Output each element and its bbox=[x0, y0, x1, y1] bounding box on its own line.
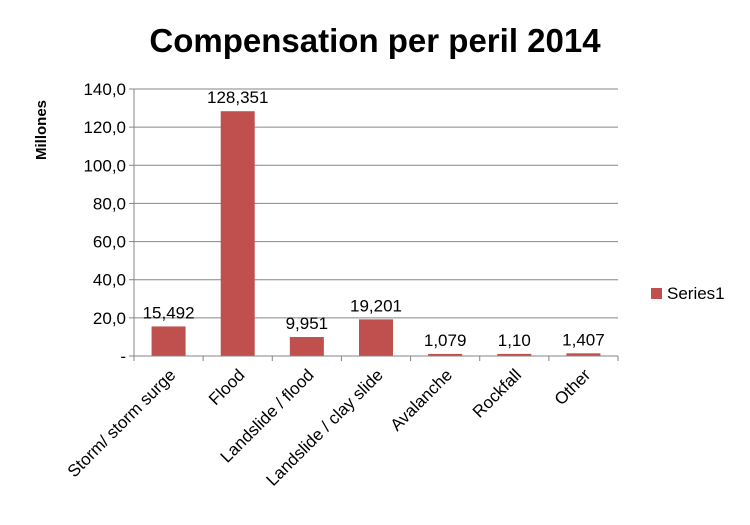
data-label: 9,951 bbox=[286, 314, 329, 333]
y-tick-label: 80,0 bbox=[93, 194, 126, 213]
y-tick-label: 60,0 bbox=[93, 233, 126, 252]
legend: Series1 bbox=[651, 284, 725, 303]
bars bbox=[151, 111, 601, 356]
data-label: 19,201 bbox=[350, 296, 402, 315]
y-tick-label: 120,0 bbox=[83, 118, 126, 137]
y-tick-label: 140,0 bbox=[83, 80, 126, 99]
data-label: 128,351 bbox=[207, 88, 268, 107]
category-label: Flood bbox=[205, 365, 249, 409]
legend-swatch-series1 bbox=[651, 288, 662, 299]
category-label: Avalanche bbox=[387, 365, 456, 434]
gridlines bbox=[134, 88, 618, 319]
category-label: Other bbox=[551, 365, 595, 409]
bar bbox=[566, 353, 601, 356]
chart-title: Compensation per peril 2014 bbox=[149, 22, 601, 59]
y-tick-label: 20,0 bbox=[93, 309, 126, 328]
y-axis-ticks: - 20,0 40,0 60,0 80,0 100,0 120,0 140,0 bbox=[83, 80, 134, 366]
category-label: Storm/ storm surge bbox=[64, 365, 180, 481]
bar bbox=[497, 353, 532, 356]
axes bbox=[133, 89, 619, 361]
data-labels: 15,492 128,351 9,951 19,201 1,079 1,10 1,407 bbox=[143, 88, 605, 350]
legend-label-series1: Series1 bbox=[667, 284, 725, 303]
bar bbox=[359, 319, 393, 356]
data-label: 1,079 bbox=[424, 331, 467, 350]
category-label: Rockfall bbox=[469, 365, 525, 421]
data-label: 1,407 bbox=[562, 330, 605, 349]
data-label: 1,10 bbox=[498, 331, 531, 350]
data-label: 15,492 bbox=[143, 303, 195, 322]
y-tick-label: 40,0 bbox=[93, 271, 126, 290]
bar bbox=[220, 111, 255, 356]
bar bbox=[289, 337, 324, 356]
bar bbox=[151, 326, 186, 356]
y-tick-label: 100,0 bbox=[83, 156, 126, 175]
category-label: Landslide / clay slide bbox=[262, 365, 386, 489]
y-tick-label: - bbox=[120, 347, 126, 366]
y-axis-label: Millones bbox=[33, 100, 50, 160]
bar bbox=[428, 353, 463, 356]
